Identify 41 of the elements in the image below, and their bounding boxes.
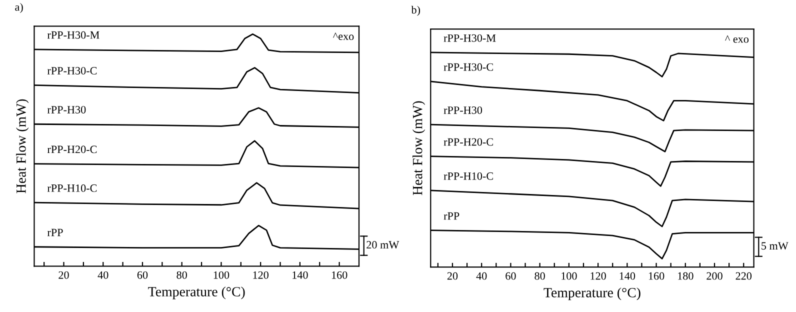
series-label: rPP-H20-C [47,146,97,154]
x-tick-label: 100 [214,271,230,279]
x-tick-label: 20 [447,272,458,280]
x-tick-label: 140 [292,271,308,279]
x-tick-label: 220 [736,272,752,280]
x-tick-label: 160 [332,271,348,279]
x-tick-label: 180 [678,272,694,280]
series-label: rPP-H30-C [444,63,493,71]
text: ^ exo [725,35,749,43]
y-axis-title: Heat Flow (mW) [412,101,426,196]
series-label: rPP-H10-C [47,184,97,192]
x-tick-label: 80 [534,272,545,280]
chart-title: a) [15,2,23,14]
series-label: rPP-H30 [47,106,86,114]
series-label: rPP-H30-M [444,34,496,42]
x-tick-label: 100 [562,272,577,280]
series-label: rPP [47,228,63,236]
text: 5 mW [762,242,788,250]
annotation: ^exo [333,32,354,40]
series-label: rPP-H20-C [444,138,493,146]
x-tick-label: 200 [706,272,722,280]
series-label: rPP-H30-C [47,66,97,74]
x-tick-label: 120 [590,272,606,280]
series-label: rPP-H30 [444,106,482,114]
x-tick-label: 60 [506,272,516,280]
x-tick-label: 20 [58,271,69,279]
x-tick-label: 140 [620,272,636,280]
series-label: rPP-H10-C [444,172,493,180]
x-axis-title: Temperature (°C) [544,288,640,300]
x-tick-label: 160 [648,272,664,280]
x-tick-label: 40 [98,271,108,279]
chart-title: b) [411,6,420,16]
series-label: rPP [444,212,460,220]
x-tick-label: 40 [476,272,487,280]
y-axis-title: Heat Flow (mW) [16,99,29,194]
x-axis-title: Temperature (°C) [148,286,245,300]
text: 20 mW [366,241,400,249]
series-label: rPP-H30-M [47,31,100,39]
x-tick-label: 120 [253,271,268,279]
x-tick-label: 60 [137,271,148,279]
x-tick-label: 80 [176,271,187,279]
